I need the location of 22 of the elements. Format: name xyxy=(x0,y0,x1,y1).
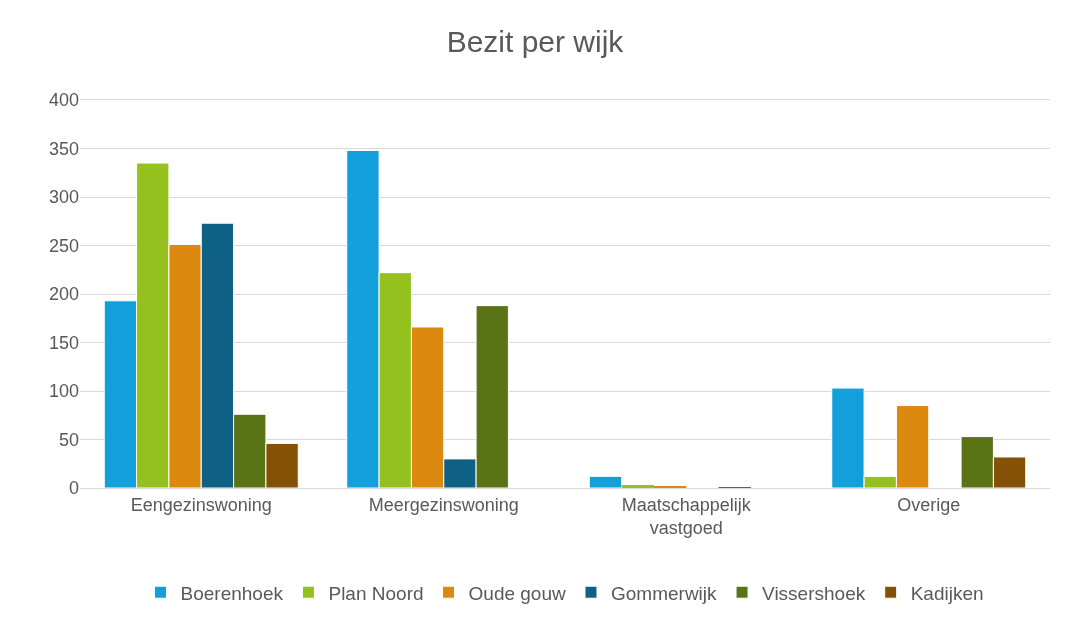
legend-label: Oude gouw xyxy=(468,582,566,604)
y-tick-label: 400 xyxy=(48,90,79,111)
legend-label: Gommerwijk xyxy=(610,582,718,604)
y-tick-label: 350 xyxy=(48,138,79,159)
legend-label: Kadijken xyxy=(910,582,984,604)
y-tick-label: 300 xyxy=(48,187,79,208)
x-tick-label: Eengezinswoning xyxy=(130,494,272,515)
y-tick-label: 50 xyxy=(58,429,79,450)
x-tick-label: Meergezinswoning xyxy=(368,494,519,515)
chart-title: Bezit per wijk xyxy=(446,25,625,59)
y-tick-label: 150 xyxy=(48,332,79,353)
bar xyxy=(621,485,654,488)
legend-label: Plan Noord xyxy=(328,582,424,604)
legend-label: Boerenhoek xyxy=(180,582,284,604)
y-tick-label: 200 xyxy=(48,284,79,305)
y-tick-label: 100 xyxy=(48,381,79,402)
bar xyxy=(588,475,623,488)
legend-label: Vissershoek xyxy=(762,582,866,604)
x-tick-label: Overige xyxy=(897,494,961,515)
y-tick-label: 0 xyxy=(68,478,79,499)
x-tick-label: Maatschappelijk vastgoed xyxy=(621,494,752,538)
y-tick-label: 250 xyxy=(48,235,79,256)
